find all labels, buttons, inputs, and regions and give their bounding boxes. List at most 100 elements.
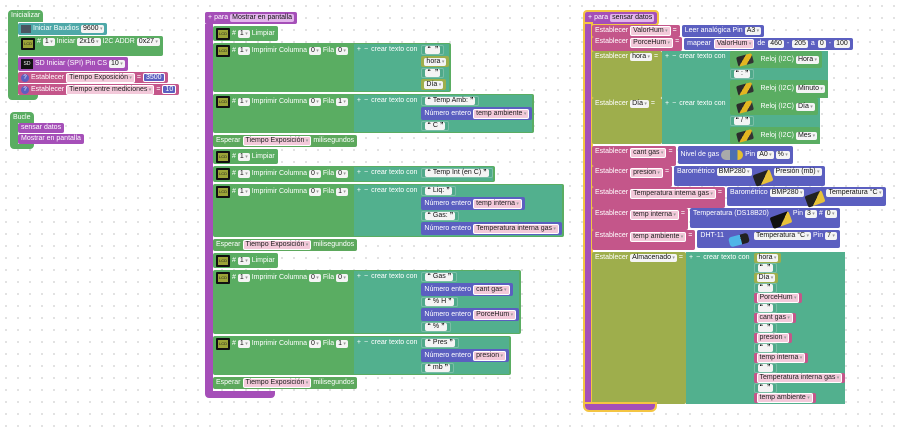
number-field[interactable]: 10 bbox=[162, 85, 177, 94]
text-field[interactable] bbox=[757, 344, 773, 352]
text-literal[interactable] bbox=[753, 283, 777, 293]
minus-icon[interactable]: − bbox=[672, 100, 677, 107]
integer-block[interactable]: Número entero cant gas bbox=[421, 283, 513, 296]
text-field[interactable]: Gas: bbox=[425, 212, 456, 220]
variable-dropdown[interactable]: Almacenado bbox=[630, 254, 677, 262]
integer-block[interactable]: Número entero temp interna bbox=[421, 197, 525, 210]
text-literal[interactable]: C bbox=[421, 121, 450, 131]
text-literal[interactable]: % bbox=[421, 322, 451, 332]
call-sensar-datos[interactable]: sensar datos bbox=[18, 123, 65, 133]
pin-dropdown[interactable]: 7 bbox=[825, 232, 837, 240]
variable-dropdown[interactable]: temp ambiente bbox=[756, 393, 813, 403]
pin-dropdown[interactable]: A0 bbox=[757, 151, 774, 159]
row-dropdown[interactable]: 1 bbox=[336, 188, 348, 196]
pin-dropdown[interactable]: 3 bbox=[805, 210, 817, 218]
text-field[interactable]: Gas bbox=[425, 273, 454, 281]
clock-field-dropdown[interactable]: Minuto bbox=[795, 85, 825, 93]
minus-icon[interactable]: − bbox=[364, 97, 369, 104]
clock-field-dropdown[interactable]: Mes bbox=[795, 131, 818, 140]
variable-block[interactable]: hora bbox=[753, 253, 782, 263]
text-field[interactable]: % bbox=[425, 323, 447, 331]
text-join-block[interactable]: +−crear texto con Temp Int (en C) bbox=[353, 167, 493, 181]
variable-dropdown[interactable]: PorceHum bbox=[756, 293, 800, 303]
text-literal[interactable] bbox=[753, 303, 777, 313]
column-dropdown[interactable]: 0 bbox=[309, 98, 321, 106]
lcd-clear-block[interactable]: LCD #1Limpiar bbox=[213, 253, 278, 268]
text-literal[interactable] bbox=[421, 68, 445, 78]
serial-begin-block[interactable]: Iniciar Baudios 9600 bbox=[18, 23, 108, 35]
variable-dropdown[interactable]: ValorHum bbox=[630, 26, 671, 36]
minus-icon[interactable]: − bbox=[696, 254, 701, 261]
clock-mes-block[interactable]: Reloj (I2C) Mes bbox=[729, 127, 821, 144]
text-literal[interactable] bbox=[753, 323, 777, 333]
variable-block[interactable]: Temperatura interna gas bbox=[753, 373, 846, 383]
integer-block[interactable]: Número entero presion bbox=[421, 349, 509, 362]
variable-block[interactable]: cant gas bbox=[753, 313, 796, 323]
plus-icon[interactable]: + bbox=[588, 14, 593, 21]
integer-block[interactable]: Número entero PorceHum bbox=[421, 308, 520, 321]
variable-block[interactable]: temp interna bbox=[753, 353, 809, 363]
row-dropdown[interactable]: 0 bbox=[336, 170, 348, 178]
plus-icon[interactable]: + bbox=[356, 273, 362, 280]
text-literal[interactable]: Gas: bbox=[421, 211, 460, 221]
plus-icon[interactable]: + bbox=[356, 169, 362, 176]
from-low-field[interactable]: 460 bbox=[768, 40, 784, 48]
variable-dropdown[interactable]: cant gas bbox=[630, 148, 667, 158]
lcd-print-block[interactable]: LCD#1ImprimirColumna0Fila1 +−crear texto… bbox=[213, 336, 511, 375]
variable-dropdown[interactable]: Temperatura interna gas bbox=[756, 373, 843, 383]
text-field[interactable] bbox=[757, 364, 773, 372]
to-low-field[interactable]: 0 bbox=[817, 40, 826, 48]
text-join-block[interactable]: +−crear texto con Liq: Número enterotemp… bbox=[353, 185, 562, 236]
variable-dropdown[interactable]: Día bbox=[424, 80, 444, 89]
dht11-block[interactable]: DHT-11 Temperatura °CPin7 bbox=[697, 230, 840, 248]
measure-dropdown[interactable]: Temperatura °C bbox=[826, 189, 884, 197]
minus-icon[interactable]: − bbox=[364, 339, 369, 346]
clock-minuto-block[interactable]: Reloj (I2C) Minuto bbox=[729, 80, 828, 98]
integer-block[interactable]: Número entero Temperatura interna gas bbox=[421, 222, 562, 235]
variable-dropdown[interactable]: Tiempo Exposición bbox=[66, 72, 135, 83]
variable-block[interactable]: Día bbox=[421, 79, 447, 90]
text-join-block[interactable]: +−crear texto con hora Día bbox=[353, 44, 450, 91]
text-field[interactable]: C bbox=[425, 122, 446, 130]
integer-block[interactable]: Número entero temp ambiente bbox=[421, 107, 533, 120]
lcd-print-block[interactable]: LCD#1ImprimirColumna0Fila1 +−crear texto… bbox=[213, 184, 564, 237]
text-literal[interactable]: Gas bbox=[421, 272, 458, 282]
row-dropdown[interactable]: 1 bbox=[336, 98, 348, 106]
text-literal[interactable]: mb bbox=[421, 363, 455, 373]
measure-dropdown[interactable]: Presión (mb) bbox=[773, 168, 822, 176]
lcd-number-dropdown[interactable]: 1 bbox=[237, 152, 250, 161]
text-field[interactable] bbox=[757, 284, 773, 292]
pin-cs-dropdown[interactable]: 10 bbox=[109, 60, 125, 68]
text-literal[interactable]: Temp Int (en C) bbox=[421, 168, 493, 178]
variable-dropdown[interactable]: Tiempo entre mediciones bbox=[66, 84, 155, 95]
text-literal[interactable] bbox=[753, 343, 777, 353]
variable-dropdown[interactable]: temp interna bbox=[473, 198, 522, 209]
text-field[interactable] bbox=[425, 46, 441, 54]
lcd-print-block[interactable]: LCD#1ImprimirColumna0Fila0 +−crear texto… bbox=[213, 270, 522, 334]
variable-dropdown[interactable]: PorceHum bbox=[630, 38, 674, 48]
minus-icon[interactable]: − bbox=[364, 187, 369, 194]
unit-dropdown[interactable]: % bbox=[775, 151, 790, 159]
index-dropdown[interactable]: 0 bbox=[824, 210, 837, 218]
procedure-mostrar-header[interactable]: + para Mostrar en pantalla bbox=[205, 12, 298, 24]
clock-hora-block[interactable]: Reloj (I2C) Hora bbox=[729, 51, 823, 68]
lcd-number-dropdown[interactable]: 1 bbox=[237, 188, 250, 196]
variable-dropdown[interactable]: Día bbox=[630, 100, 649, 108]
text-field[interactable]: / bbox=[733, 117, 751, 125]
variable-block[interactable]: presion bbox=[753, 333, 793, 343]
lcd-number-dropdown[interactable]: 1 bbox=[42, 38, 55, 46]
text-join-block[interactable]: +−crear texto con hora Día PorceHum cant… bbox=[686, 252, 846, 404]
sd-init-block[interactable]: SD SD Iniciar (SPI) Pin CS 10 bbox=[18, 57, 128, 71]
